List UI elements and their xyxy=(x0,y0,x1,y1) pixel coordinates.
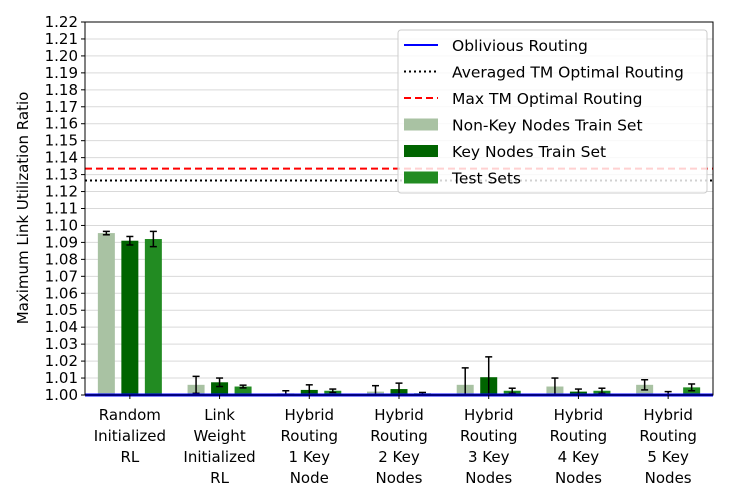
legend-label: Oblivious Routing xyxy=(452,37,588,55)
bar xyxy=(234,386,252,395)
x-tick-label: Routing xyxy=(460,427,518,445)
x-tick-label: Nodes xyxy=(645,469,692,487)
y-tick-label: 1.21 xyxy=(45,30,78,48)
y-tick-label: 1.20 xyxy=(45,47,78,65)
legend-bar-swatch xyxy=(404,118,438,131)
bar xyxy=(144,239,162,395)
legend-box xyxy=(397,29,708,194)
x-tick-label: Initialized xyxy=(183,448,255,466)
bars xyxy=(97,230,701,395)
y-tick-label: 1.04 xyxy=(45,318,78,336)
x-tick-label: Nodes xyxy=(555,469,602,487)
x-tick-label: Routing xyxy=(370,427,428,445)
y-tick-label: 1.19 xyxy=(45,64,78,82)
y-tick-label: 1.10 xyxy=(45,216,78,234)
x-tick-label: Random xyxy=(99,406,161,424)
y-tick-label: 1.08 xyxy=(45,250,78,268)
x-tick-label: 5 Key xyxy=(647,448,689,466)
x-tick-label: Hybrid xyxy=(554,406,604,424)
x-tick-label: 1 Key xyxy=(289,448,331,466)
y-tick-label: 1.18 xyxy=(45,81,78,99)
x-tick-label: 3 Key xyxy=(468,448,510,466)
bar xyxy=(211,382,229,395)
legend-label: Test Sets xyxy=(451,170,521,188)
x-tick-label: Routing xyxy=(639,427,697,445)
y-tick-label: 1.05 xyxy=(45,301,78,319)
bar xyxy=(97,233,115,395)
x-tick-label: Link xyxy=(204,406,235,424)
y-tick-label: 1.12 xyxy=(45,183,78,201)
x-tick-label: Routing xyxy=(281,427,339,445)
y-tick-label: 1.11 xyxy=(45,200,78,218)
y-tick-label: 1.22 xyxy=(45,13,78,31)
x-tick-label: Hybrid xyxy=(285,406,335,424)
x-tick-label: Weight xyxy=(193,427,245,445)
x-tick-label: Initialized xyxy=(94,427,166,445)
y-tick-label: 1.09 xyxy=(45,233,78,251)
x-tick-label: Hybrid xyxy=(643,406,693,424)
x-tick-label: RL xyxy=(120,448,139,466)
legend-label: Key Nodes Train Set xyxy=(452,143,606,161)
y-tick-label: 1.02 xyxy=(45,352,78,370)
x-tick-label: 2 Key xyxy=(378,448,420,466)
y-tick-label: 1.01 xyxy=(45,369,78,387)
legend-label: Max TM Optimal Routing xyxy=(452,90,642,108)
y-axis-label: Maximum Link Utilization Ratio xyxy=(14,92,32,325)
x-tick-label: 4 Key xyxy=(558,448,600,466)
y-tick-label: 1.03 xyxy=(45,335,78,353)
x-tick-label: Nodes xyxy=(465,469,512,487)
x-tick-label: Node xyxy=(290,469,329,487)
bar xyxy=(121,240,139,395)
y-tick-label: 1.15 xyxy=(45,132,78,150)
x-axis: Random Initialized RL Link Weight Initialized… xyxy=(94,395,697,487)
legend: Oblivious Routing Averaged TM Optimal Rou… xyxy=(397,29,708,194)
legend-bar-swatch xyxy=(404,145,438,157)
y-tick-label: 1.14 xyxy=(45,149,78,167)
y-tick-label: 1.06 xyxy=(45,284,78,302)
legend-bar-swatch xyxy=(404,171,438,184)
y-tick-label: 1.13 xyxy=(45,166,78,184)
y-tick-label: 1.16 xyxy=(45,115,78,133)
x-tick-label: Routing xyxy=(550,427,608,445)
y-tick-label: 1.07 xyxy=(45,267,78,285)
x-tick-label: RL xyxy=(210,469,229,487)
x-tick-label: Nodes xyxy=(376,469,423,487)
y-axis: 1.001.011.021.031.041.051.061.071.081.09… xyxy=(45,13,85,404)
legend-label: Averaged TM Optimal Routing xyxy=(452,64,684,82)
x-tick-label: Hybrid xyxy=(374,406,424,424)
x-tick-label: Hybrid xyxy=(464,406,514,424)
y-tick-label: 1.17 xyxy=(45,98,78,116)
legend-label: Non-Key Nodes Train Set xyxy=(452,117,643,135)
y-tick-label: 1.00 xyxy=(45,386,78,404)
